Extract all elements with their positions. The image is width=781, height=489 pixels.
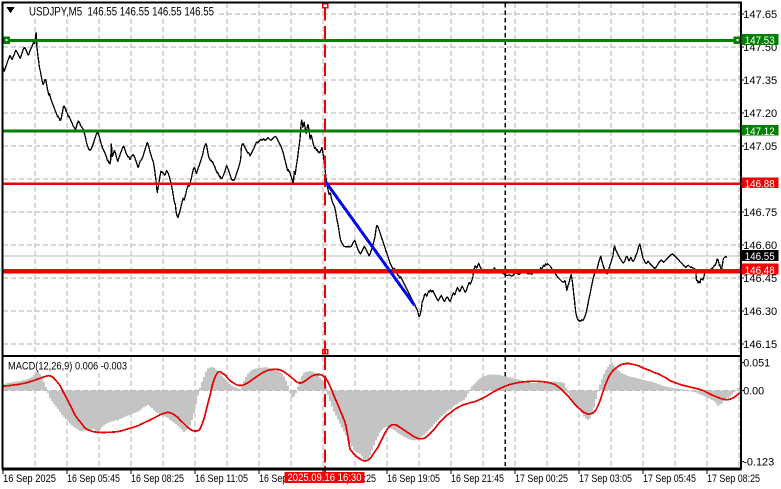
svg-text:147.20: 147.20 [743,108,777,120]
svg-text:16 Sep 08:25: 16 Sep 08:25 [131,473,184,485]
svg-text:147.12: 147.12 [745,126,775,138]
svg-text:146.48: 146.48 [745,265,775,277]
svg-text:17 Sep 03:05: 17 Sep 03:05 [579,473,632,485]
svg-text:2025.09.16 16:30: 2025.09.16 16:30 [288,472,362,484]
svg-text:146.75: 146.75 [743,207,777,219]
svg-text:147.50: 147.50 [743,42,777,54]
svg-text:17 Sep 00:25: 17 Sep 00:25 [515,473,568,485]
svg-text:146.15: 146.15 [743,339,777,351]
svg-text:17 Sep 08:25: 17 Sep 08:25 [707,473,760,485]
svg-text:-0.123: -0.123 [743,456,774,468]
svg-text:147.05: 147.05 [743,141,777,153]
svg-text:MACD(12,26,9) 0.006 -0.003: MACD(12,26,9) 0.006 -0.003 [8,361,127,373]
svg-text:0.00: 0.00 [743,385,764,397]
svg-text:146.45: 146.45 [743,273,777,285]
svg-text:146.55: 146.55 [745,251,775,263]
svg-text:16 Sep 19:05: 16 Sep 19:05 [387,473,440,485]
svg-text:16 Sep 11:05: 16 Sep 11:05 [195,473,248,485]
svg-text:USDJPY,M5 146.55 146.55 146.5: USDJPY,M5 146.55 146.55 146.55 146.55 [29,5,214,19]
svg-text:146.60: 146.60 [743,240,777,252]
svg-text:147.35: 147.35 [743,75,777,87]
svg-text:147.65: 147.65 [743,9,777,21]
svg-text:147.53: 147.53 [745,35,775,47]
svg-text:146.88: 146.88 [745,179,775,191]
svg-text:0.051: 0.051 [743,358,770,370]
svg-text:16 Sep 21:45: 16 Sep 21:45 [451,473,504,485]
svg-text:16 Sep 05:45: 16 Sep 05:45 [67,473,120,485]
svg-text:17 Sep 05:45: 17 Sep 05:45 [643,473,696,485]
svg-text:146.30: 146.30 [743,306,777,318]
svg-text:16 Sep 2025: 16 Sep 2025 [3,473,56,485]
